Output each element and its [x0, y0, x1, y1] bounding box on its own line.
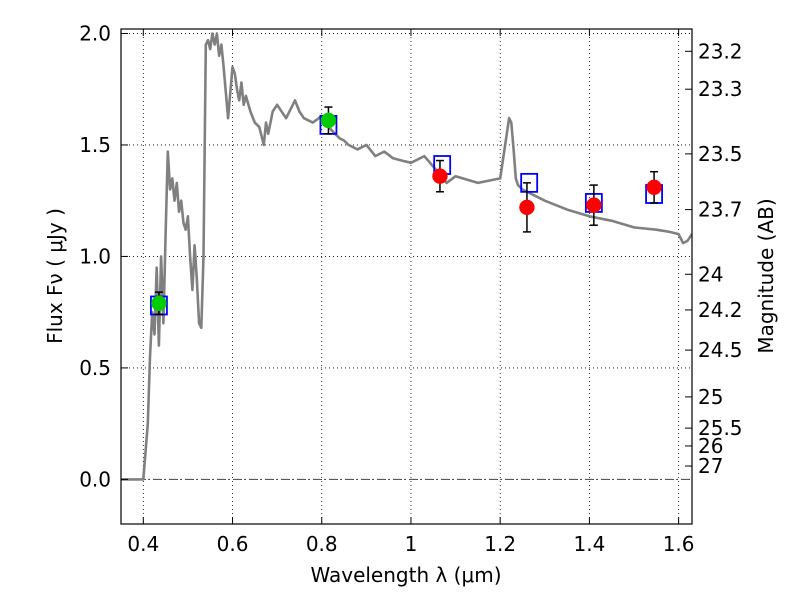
y-tick-label-1: 0.5 [79, 356, 111, 380]
right-tick-label-5: 24.2 [698, 298, 743, 322]
observed-point-2-0 [151, 295, 167, 312]
model-spectrum-line [121, 32, 692, 481]
right-tick-label-9: 26 [698, 434, 723, 458]
right-tick-label-7: 25 [698, 385, 723, 409]
model-photometry-square-3 [520, 172, 539, 193]
x-axis-label: Wavelength λ (μm) [310, 563, 501, 587]
x-tick-label-2: 0.8 [306, 532, 338, 556]
x-tick-label-0: 0.4 [127, 532, 159, 556]
right-tick-label-3: 23.7 [698, 198, 743, 222]
y-tick-label-3: 1.5 [79, 133, 111, 157]
right-tick-label-1: 23.3 [698, 77, 743, 101]
right-tick-label-2: 23.5 [698, 142, 743, 166]
observed-point-2-1 [320, 112, 337, 129]
y-axis-label: Flux Fν ( μJy ) [43, 208, 67, 344]
x-tick-label-1: 0.6 [217, 532, 249, 556]
y-axis-ticks: 0.0 0.5 1.0 1.5 2.0 [79, 21, 128, 491]
observed-point-3-0 [432, 168, 448, 184]
observed-point-3-3 [646, 179, 662, 196]
right-tick-label-8: 25.5 [698, 416, 743, 440]
right-tick-label-10: 27 [698, 454, 723, 478]
observed-point-3-2 [586, 197, 602, 213]
y-tick-label-0: 0.0 [79, 467, 111, 491]
x-tick-label-4: 1.2 [484, 532, 516, 556]
plot-content [121, 32, 692, 481]
x-tick-label-5: 1.4 [573, 532, 605, 556]
y-tick-label-4: 2.0 [79, 21, 111, 45]
right-tick-label-4: 24 [698, 262, 723, 286]
observed-point-3-1 [519, 199, 535, 216]
y-tick-label-2: 1.0 [79, 244, 111, 268]
x-tick-label-3: 1 [405, 532, 418, 556]
plot-frame [120, 28, 693, 525]
right-tick-label-6: 24.5 [698, 338, 743, 362]
x-tick-label-6: 1.6 [663, 532, 695, 556]
x-axis-ticks: 0.4 0.6 0.8 1 1.2 1.4 1.6 [127, 29, 695, 556]
grid [121, 29, 692, 524]
right-tick-label-0: 23.2 [698, 39, 743, 63]
right-axis-label: Magnitude (AB) [754, 198, 778, 353]
